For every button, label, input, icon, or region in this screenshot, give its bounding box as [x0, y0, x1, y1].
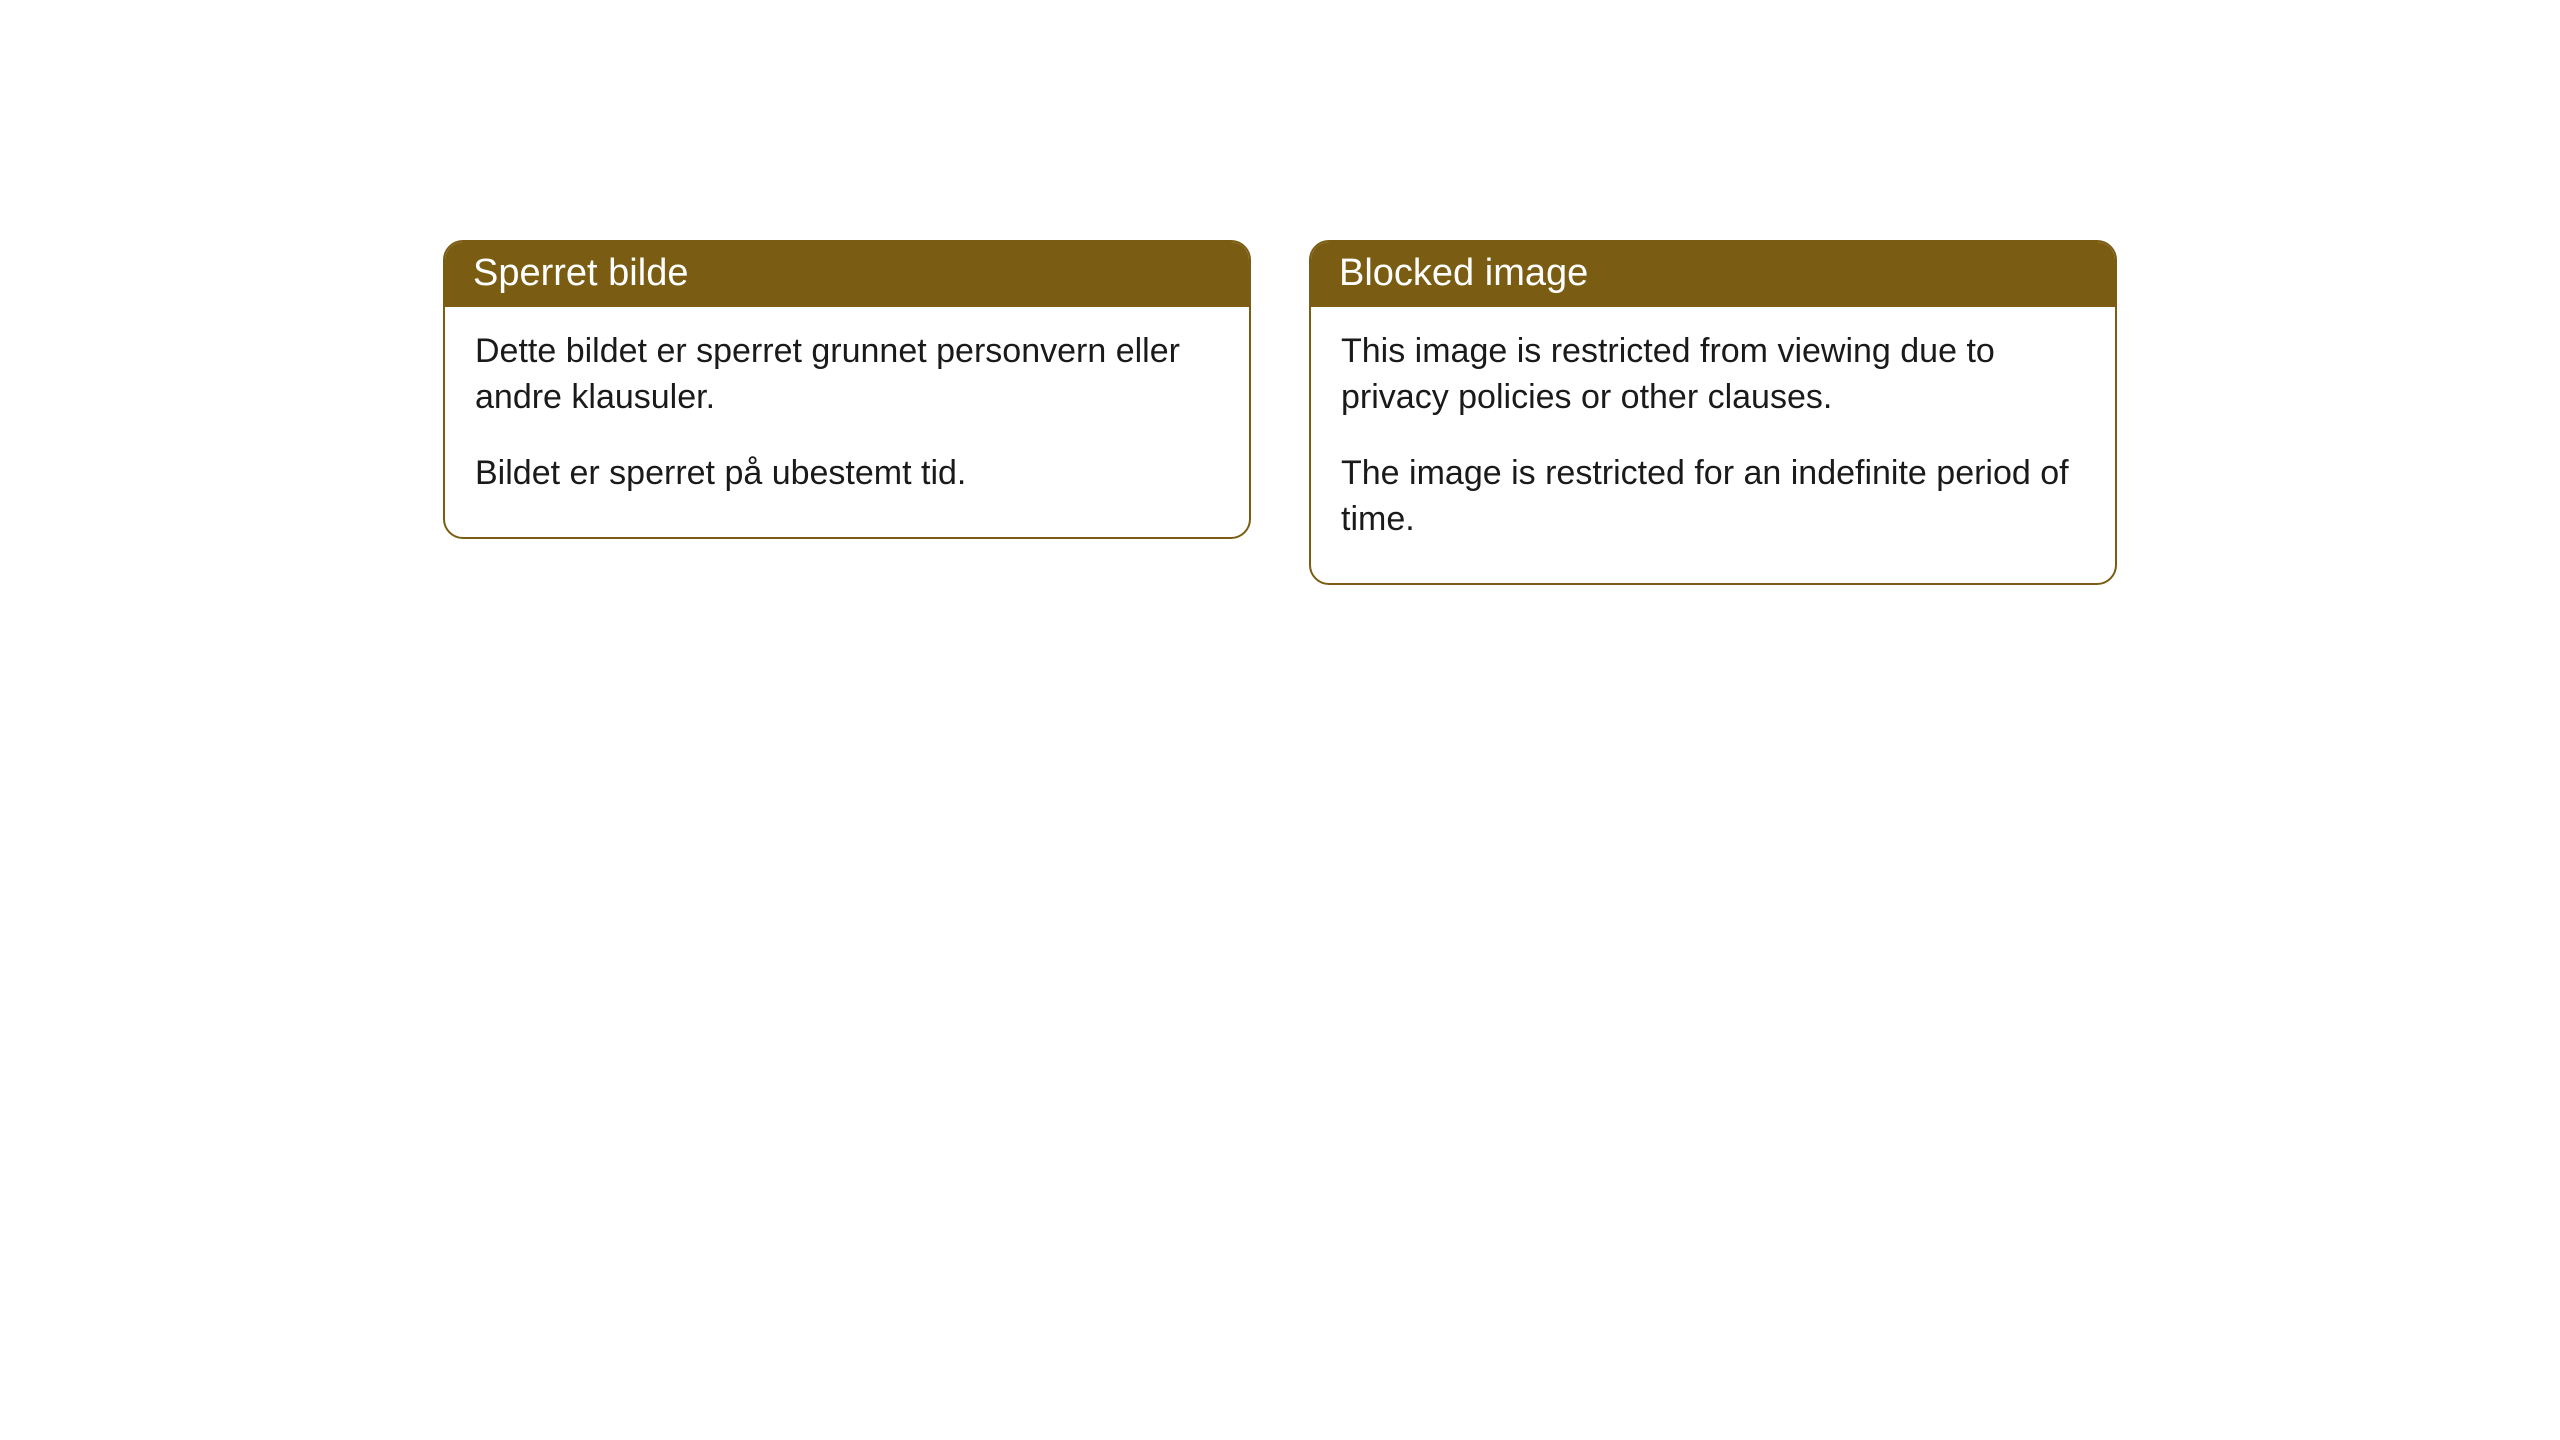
blocked-image-card-no: Sperret bilde Dette bildet er sperret gr… [443, 240, 1251, 539]
card-header: Blocked image [1311, 242, 2115, 307]
card-paragraph-1: This image is restricted from viewing du… [1341, 329, 2085, 421]
card-paragraph-2: Bildet er sperret på ubestemt tid. [475, 451, 1219, 497]
card-paragraph-2: The image is restricted for an indefinit… [1341, 451, 2085, 543]
card-paragraph-1: Dette bildet er sperret grunnet personve… [475, 329, 1219, 421]
card-title: Blocked image [1339, 252, 1588, 294]
card-header: Sperret bilde [445, 242, 1249, 307]
card-body: This image is restricted from viewing du… [1311, 307, 2115, 583]
card-body: Dette bildet er sperret grunnet personve… [445, 307, 1249, 537]
card-title: Sperret bilde [473, 252, 688, 294]
blocked-image-card-en: Blocked image This image is restricted f… [1309, 240, 2117, 585]
